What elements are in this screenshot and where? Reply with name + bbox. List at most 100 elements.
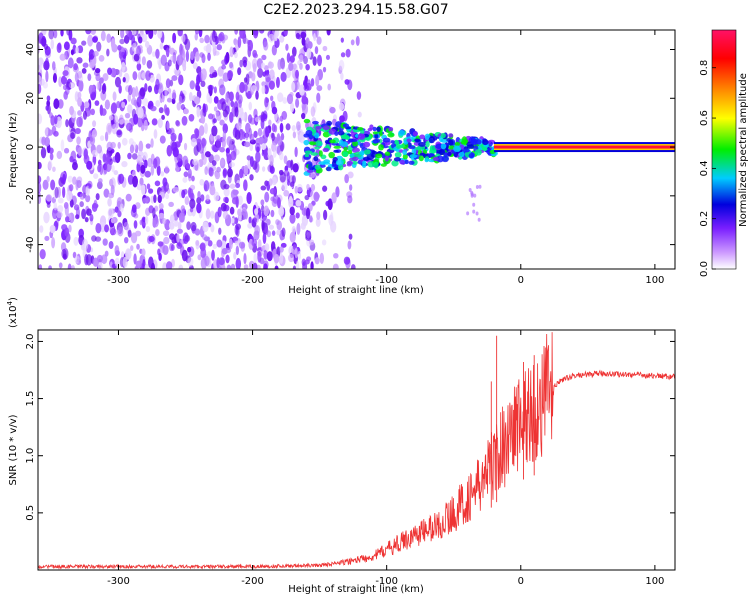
heatmap-cell bbox=[300, 31, 307, 39]
heatmap-cell bbox=[349, 184, 353, 191]
snr-x-ticks: -300 -200 -100 0 100 bbox=[107, 330, 664, 587]
heatmap-cell bbox=[216, 166, 221, 173]
heatmap-cell bbox=[237, 36, 242, 49]
heatmap-cell bbox=[46, 202, 51, 208]
heatmap-cell bbox=[310, 106, 316, 117]
heatmap-cell bbox=[136, 162, 141, 173]
heatmap-cell bbox=[260, 117, 265, 130]
heatmap-cell bbox=[121, 101, 126, 108]
heatmap-cell bbox=[235, 91, 240, 101]
heatmap-cell bbox=[99, 135, 105, 141]
heatmap-cell bbox=[69, 155, 74, 163]
heatmap-cell bbox=[38, 195, 42, 204]
heatmap-cell bbox=[92, 36, 98, 43]
heatmap-cell bbox=[76, 116, 83, 128]
snr-y-label: SNR (10 * v/v) bbox=[8, 414, 19, 485]
heatmap-cell bbox=[342, 123, 350, 128]
heatmap-cell bbox=[280, 61, 286, 70]
heatmap-cell bbox=[89, 213, 94, 222]
heatmap-cell bbox=[318, 161, 327, 165]
heatmap-cell bbox=[171, 92, 177, 101]
heatmap-cell bbox=[334, 131, 339, 136]
heatmap-cell bbox=[210, 224, 215, 233]
heatmap-cell bbox=[211, 249, 215, 261]
heatmap-cell bbox=[306, 231, 310, 239]
heatmap-cell bbox=[50, 39, 55, 50]
heatmap-cell bbox=[38, 113, 43, 125]
heatmap-cell bbox=[316, 211, 321, 221]
heatmap-cell bbox=[93, 173, 99, 179]
heatmap-cell bbox=[198, 125, 205, 137]
heatmap-cell bbox=[161, 114, 165, 120]
heatmap-cell bbox=[166, 121, 170, 131]
heatmap-cell bbox=[317, 54, 323, 67]
heatmap-cell bbox=[52, 61, 56, 71]
heatmap-cell bbox=[153, 158, 158, 169]
heatmap-cell bbox=[406, 138, 412, 143]
heatmap-cell bbox=[311, 200, 316, 206]
heatmap-cell bbox=[225, 92, 229, 104]
heatmap-cell bbox=[110, 227, 117, 236]
heatmap-cell bbox=[139, 177, 144, 187]
heatmap-cell bbox=[76, 136, 81, 145]
heatmap-cell bbox=[146, 183, 151, 190]
heatmap-cell bbox=[52, 72, 57, 83]
heatmap-cell bbox=[375, 153, 383, 159]
heatmap-cell bbox=[215, 111, 222, 122]
heatmap-cell bbox=[222, 109, 228, 118]
heatmap-cell bbox=[180, 103, 185, 111]
heatmap-cell bbox=[327, 198, 333, 211]
heatmap-cell bbox=[141, 184, 146, 196]
heatmap-cell bbox=[277, 92, 284, 103]
heatmap-cell bbox=[269, 154, 274, 167]
heatmap-cell bbox=[196, 138, 202, 144]
heatmap-cell bbox=[155, 229, 160, 237]
heatmap-cell bbox=[301, 95, 308, 105]
heatmap-cell bbox=[153, 129, 158, 139]
heatmap-cell bbox=[252, 262, 258, 269]
heatmap-cell bbox=[44, 127, 49, 137]
heatmap-cell bbox=[211, 125, 218, 137]
heatmap-cell bbox=[288, 196, 294, 209]
heatmap-cell bbox=[321, 239, 327, 246]
heatmap-cell bbox=[76, 180, 82, 189]
heatmap-cell bbox=[187, 246, 192, 253]
heatmap-cell bbox=[112, 156, 118, 163]
heatmap-cell bbox=[402, 149, 408, 156]
heatmap-cell bbox=[306, 256, 312, 262]
heatmap-cell bbox=[116, 130, 122, 136]
heatmap-cell bbox=[46, 95, 51, 102]
heatmap-cell bbox=[343, 256, 351, 265]
heatmap-cell bbox=[125, 248, 132, 260]
heatmap-cell bbox=[360, 129, 365, 135]
heatmap-cell bbox=[104, 131, 109, 142]
heatmap-cell bbox=[351, 156, 359, 162]
heatmap-cell bbox=[196, 202, 202, 214]
heatmap-cell bbox=[268, 224, 275, 230]
heatmap-cell bbox=[258, 30, 265, 34]
heatmap-cell bbox=[160, 171, 165, 177]
heatmap-cell bbox=[166, 261, 173, 269]
heatmap-cell bbox=[194, 128, 200, 138]
heatmap-cell bbox=[136, 154, 143, 165]
spectrogram-x-label: Height of straight line (km) bbox=[288, 285, 424, 296]
heatmap-cell bbox=[246, 155, 252, 161]
heatmap-cell bbox=[418, 155, 424, 162]
heatmap-cell bbox=[144, 170, 151, 178]
heatmap-cell bbox=[52, 166, 56, 172]
heatmap-cell bbox=[72, 176, 77, 185]
heatmap-cell bbox=[216, 257, 220, 269]
heatmap-cell bbox=[239, 168, 244, 179]
heatmap-cell bbox=[408, 160, 415, 165]
heatmap-cell bbox=[139, 219, 143, 226]
heatmap-cell bbox=[87, 34, 94, 47]
heatmap-cell bbox=[272, 194, 279, 204]
heatmap-cell bbox=[428, 136, 436, 144]
heatmap-cell bbox=[39, 248, 46, 260]
heatmap-cell bbox=[40, 37, 47, 46]
heatmap-cell bbox=[69, 105, 74, 116]
heatmap-cell bbox=[67, 263, 72, 269]
spectrogram-y-ticks: -40 -20 0 20 40 bbox=[25, 43, 675, 253]
heatmap-cell bbox=[85, 194, 91, 203]
heatmap-cell bbox=[292, 163, 299, 173]
